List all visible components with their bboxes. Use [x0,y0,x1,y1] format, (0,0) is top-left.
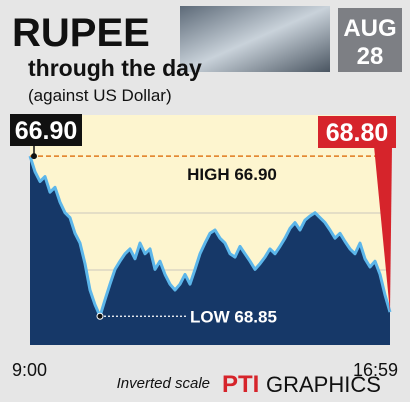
x-start-label: 9:00 [12,360,47,380]
low-point [96,312,104,320]
plot: HIGH 66.90 LOW 68.85 66.90 68.80 [10,114,396,345]
line [28,155,392,318]
badge-month: AUG [343,15,396,42]
chart-title: RUPEE [12,11,150,55]
chart-subtitle: through the day [28,55,202,81]
low-label: LOW 68.85 [190,307,277,326]
footnote: Inverted scale [117,375,210,392]
high-label: HIGH 66.90 [187,165,277,184]
area [30,156,390,345]
start-label: 66.90 [15,117,78,145]
start-box [10,114,82,146]
end-label: 68.80 [326,119,389,147]
x-end-label: 16:59 [353,360,398,380]
currency-image [180,6,330,72]
credit-agency: PTI [222,371,259,398]
date-badge [338,8,402,72]
chart-note: (against US Dollar) [28,86,172,105]
end-connector [374,146,392,313]
badge-day: 28 [357,43,384,70]
end-box [318,116,396,148]
credit-label: GRAPHICS [266,372,381,397]
